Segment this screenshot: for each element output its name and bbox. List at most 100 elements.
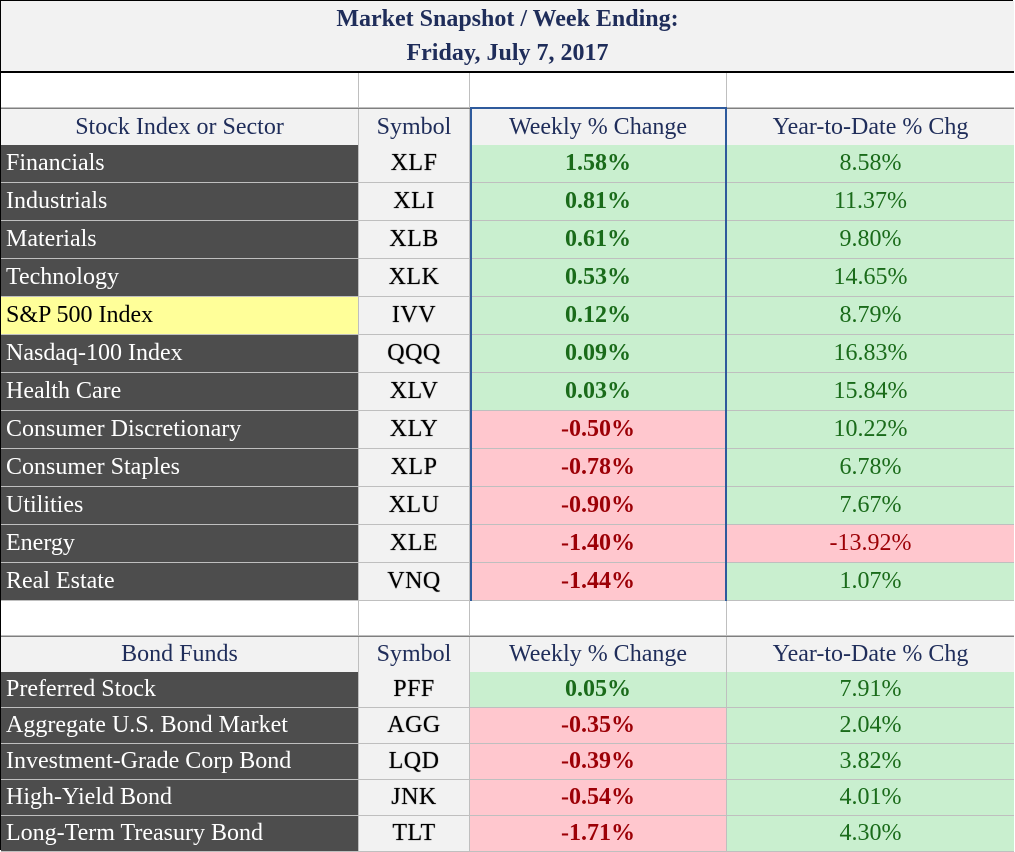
row-ytd-change: 9.80% — [727, 221, 1014, 259]
row-ytd-change: 7.91% — [727, 672, 1014, 708]
row-weekly-change: -0.78% — [470, 449, 727, 487]
row-name: Health Care — [1, 373, 359, 411]
stock-row: Financials XLF 1.58% 8.58% — [1, 145, 1014, 183]
row-name: S&P 500 Index — [1, 297, 359, 335]
row-weekly-change: -1.40% — [470, 525, 727, 563]
weekly-column-outline-top — [470, 107, 727, 109]
stock-row: Industrials XLI 0.81% 11.37% — [1, 183, 1014, 221]
row-symbol: XLK — [359, 259, 470, 297]
row-symbol: XLV — [359, 373, 470, 411]
row-ytd-change: 11.37% — [727, 183, 1014, 221]
row-weekly-change: 0.03% — [470, 373, 727, 411]
bond-table-header-col-4: Year-to-Date % Chg — [727, 637, 1014, 673]
row-symbol: XLY — [359, 411, 470, 449]
row-name: Consumer Discretionary — [1, 411, 359, 449]
row-symbol: PFF — [359, 672, 470, 708]
row-symbol: JNK — [359, 780, 470, 816]
row-symbol: XLP — [359, 449, 470, 487]
spacer-row-middle-cell-4 — [727, 601, 1014, 636]
row-weekly-change: 0.61% — [470, 221, 727, 259]
row-name: High-Yield Bond — [1, 780, 359, 816]
stock-row: Nasdaq-100 Index QQQ 0.09% 16.83% — [1, 335, 1014, 373]
stock-table-header: Stock Index or Sector Symbol Weekly % Chan… — [1, 108, 1014, 146]
title-line-2: Friday, July 7, 2017 — [406, 40, 609, 66]
row-symbol: XLB — [359, 221, 470, 259]
row-ytd-change: 16.83% — [727, 335, 1014, 373]
row-symbol: LQD — [359, 744, 470, 780]
row-ytd-change: 10.22% — [727, 411, 1014, 449]
stock-row: Materials XLB 0.61% 9.80% — [1, 221, 1014, 259]
row-ytd-change: 8.79% — [727, 297, 1014, 335]
stock-table-header-col-1: Stock Index or Sector — [1, 109, 359, 146]
row-ytd-change: 14.65% — [727, 259, 1014, 297]
row-ytd-change: 1.07% — [727, 563, 1014, 601]
stock-row: Energy XLE -1.40% -13.92% — [1, 525, 1014, 563]
row-symbol: VNQ — [359, 563, 470, 601]
row-weekly-change: -0.50% — [470, 411, 727, 449]
spacer-row-top-cell-2 — [359, 73, 470, 108]
spacer-row-middle — [1, 601, 1014, 636]
row-ytd-change: 8.58% — [727, 145, 1014, 183]
row-ytd-change: 2.04% — [727, 708, 1014, 744]
stock-table-header-col-3: Weekly % Change — [470, 109, 727, 146]
row-name: Materials — [1, 221, 359, 259]
row-weekly-change: 0.12% — [470, 297, 727, 335]
row-ytd-change: 6.78% — [727, 449, 1014, 487]
row-name: Financials — [1, 145, 359, 183]
bond-table-header: Bond Funds Symbol Weekly % Change Year-to-D… — [1, 636, 1014, 673]
row-weekly-change: 0.09% — [470, 335, 727, 373]
row-name: Real Estate — [1, 563, 359, 601]
row-ytd-change: 4.30% — [727, 816, 1014, 852]
spacer-row-middle-cell-1 — [1, 601, 359, 636]
row-ytd-change: -13.92% — [727, 525, 1014, 563]
row-name: Long-Term Treasury Bond — [1, 816, 359, 852]
bond-table-header-col-2: Symbol — [359, 637, 470, 673]
row-weekly-change: 0.81% — [470, 183, 727, 221]
bond-table-header-col-3: Weekly % Change — [470, 637, 727, 673]
spacer-row-middle-cell-2 — [359, 601, 470, 636]
row-name: Energy — [1, 525, 359, 563]
stock-row: Health Care XLV 0.03% 15.84% — [1, 373, 1014, 411]
row-ytd-change: 7.67% — [727, 487, 1014, 525]
stock-row: Utilities XLU -0.90% 7.67% — [1, 487, 1014, 525]
bond-row: Long-Term Treasury Bond TLT -1.71% 4.30% — [1, 816, 1014, 852]
row-weekly-change: -0.39% — [470, 744, 727, 780]
row-name: Preferred Stock — [1, 672, 359, 708]
stock-row: Consumer Discretionary XLY -0.50% 10.22% — [1, 411, 1014, 449]
row-weekly-change: 0.05% — [470, 672, 727, 708]
bond-row: Aggregate U.S. Bond Market AGG -0.35% 2.04% — [1, 708, 1014, 744]
stock-row: S&P 500 Index IVV 0.12% 8.79% — [1, 297, 1014, 335]
row-ytd-change: 15.84% — [727, 373, 1014, 411]
row-symbol: XLE — [359, 525, 470, 563]
row-name: Technology — [1, 259, 359, 297]
stock-row: Technology XLK 0.53% 14.65% — [1, 259, 1014, 297]
row-weekly-change: 1.58% — [470, 145, 727, 183]
title-line-1: Market Snapshot / Week Ending: — [336, 6, 679, 32]
spacer-row-top-cell-4 — [727, 73, 1014, 108]
stock-table-header-col-4: Year-to-Date % Chg — [727, 109, 1014, 146]
stock-row: Real Estate VNQ -1.44% 1.07% — [1, 563, 1014, 601]
snapshot-title: Market Snapshot / Week Ending: Friday, J… — [1, 1, 1014, 73]
row-name: Consumer Staples — [1, 449, 359, 487]
stock-row: Consumer Staples XLP -0.78% 6.78% — [1, 449, 1014, 487]
row-symbol: XLU — [359, 487, 470, 525]
row-symbol: XLF — [359, 145, 470, 183]
row-weekly-change: -1.71% — [470, 816, 727, 852]
row-symbol: XLI — [359, 183, 470, 221]
row-symbol: QQQ — [359, 335, 470, 373]
row-symbol: IVV — [359, 297, 470, 335]
row-name: Investment-Grade Corp Bond — [1, 744, 359, 780]
row-name: Utilities — [1, 487, 359, 525]
row-weekly-change: -0.54% — [470, 780, 727, 816]
bond-row: High-Yield Bond JNK -0.54% 4.01% — [1, 780, 1014, 816]
bond-row: Preferred Stock PFF 0.05% 7.91% — [1, 672, 1014, 708]
row-weekly-change: 0.53% — [470, 259, 727, 297]
bond-table-header-col-1: Bond Funds — [1, 637, 359, 673]
row-weekly-change: -0.35% — [470, 708, 727, 744]
row-name: Industrials — [1, 183, 359, 221]
stock-table-header-col-2: Symbol — [359, 109, 470, 146]
spacer-row-middle-cell-3 — [470, 601, 727, 636]
spacer-row-top-cell-3 — [470, 73, 727, 108]
row-symbol: TLT — [359, 816, 470, 852]
